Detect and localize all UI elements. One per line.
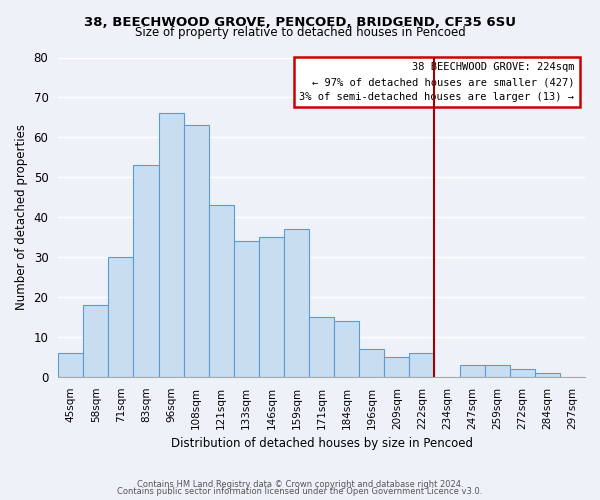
Bar xyxy=(460,365,485,377)
Bar xyxy=(209,205,234,377)
Bar xyxy=(510,369,535,377)
Text: Size of property relative to detached houses in Pencoed: Size of property relative to detached ho… xyxy=(134,26,466,39)
Bar xyxy=(158,114,184,377)
Text: 38 BEECHWOOD GROVE: 224sqm
← 97% of detached houses are smaller (427)
3% of semi: 38 BEECHWOOD GROVE: 224sqm ← 97% of deta… xyxy=(299,62,574,102)
Text: 38, BEECHWOOD GROVE, PENCOED, BRIDGEND, CF35 6SU: 38, BEECHWOOD GROVE, PENCOED, BRIDGEND, … xyxy=(84,16,516,29)
Y-axis label: Number of detached properties: Number of detached properties xyxy=(15,124,28,310)
Bar xyxy=(309,317,334,377)
Bar xyxy=(58,353,83,377)
Text: Contains HM Land Registry data © Crown copyright and database right 2024.: Contains HM Land Registry data © Crown c… xyxy=(137,480,463,489)
Bar xyxy=(259,237,284,377)
Bar xyxy=(109,257,133,377)
Bar xyxy=(184,126,209,377)
Bar xyxy=(535,373,560,377)
Bar xyxy=(133,166,158,377)
Bar xyxy=(83,305,109,377)
Bar xyxy=(234,241,259,377)
X-axis label: Distribution of detached houses by size in Pencoed: Distribution of detached houses by size … xyxy=(170,437,473,450)
Bar xyxy=(409,353,434,377)
Bar xyxy=(384,357,409,377)
Bar xyxy=(284,229,309,377)
Bar xyxy=(334,321,359,377)
Bar xyxy=(485,365,510,377)
Bar xyxy=(359,349,384,377)
Text: Contains public sector information licensed under the Open Government Licence v3: Contains public sector information licen… xyxy=(118,488,482,496)
